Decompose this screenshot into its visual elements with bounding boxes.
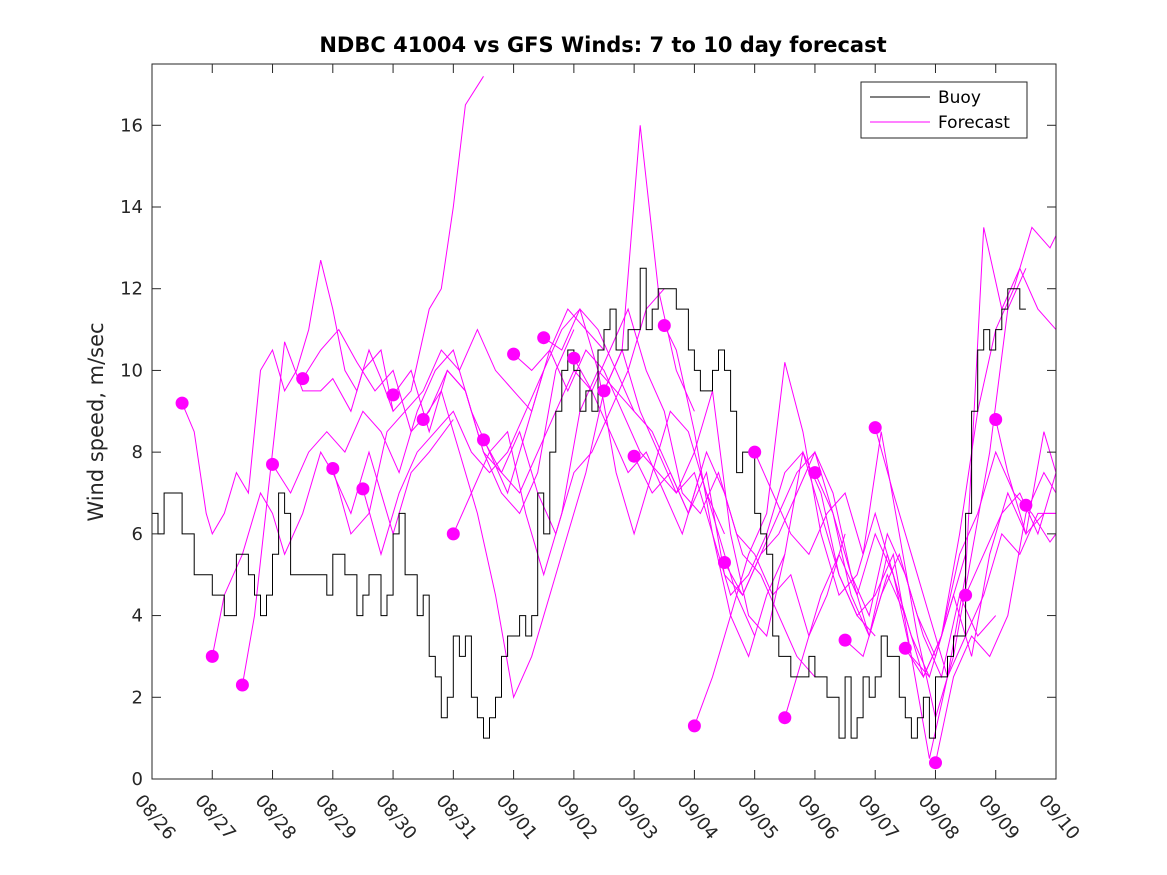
forecast-marker <box>657 319 671 332</box>
forecast-marker <box>597 384 611 398</box>
legend-box <box>860 81 1028 139</box>
forecast-marker <box>718 556 731 569</box>
y-tick-label: 2 <box>132 687 143 708</box>
forecast-line-7 <box>362 308 635 557</box>
forecast-line-28 <box>995 419 1056 535</box>
y-tick-label: 16 <box>120 115 143 136</box>
forecast-marker <box>929 756 942 770</box>
y-tick-label: 4 <box>132 606 143 627</box>
forecast-marker <box>446 527 460 541</box>
y-tick-label: 0 <box>132 769 143 790</box>
forecast-line-12 <box>513 349 786 638</box>
y-tick-label: 6 <box>132 524 143 545</box>
forecast-line-3 <box>241 76 484 686</box>
forecast-line-8 <box>392 288 665 536</box>
forecast-marker <box>808 466 822 480</box>
forecast-line-14 <box>573 307 846 638</box>
forecast-line-2 <box>211 419 454 657</box>
forecast-line-26 <box>935 471 1056 763</box>
forecast-marker <box>507 347 521 361</box>
forecast-line-25 <box>904 450 1056 678</box>
legend-buoy-label: Buoy <box>938 88 981 108</box>
y-tick-label: 10 <box>120 360 143 381</box>
forecast-line-27 <box>965 472 1056 596</box>
forecast-marker <box>1019 498 1033 512</box>
forecast-marker <box>627 449 641 463</box>
axes-box <box>151 63 1057 780</box>
plot-series-group <box>152 76 1056 770</box>
forecast-line-17 <box>663 325 930 678</box>
forecast-marker <box>205 649 219 663</box>
forecast-marker <box>296 372 310 386</box>
forecast-line-19 <box>724 451 997 679</box>
forecast-line-6 <box>332 308 605 535</box>
forecast-marker <box>537 331 551 345</box>
forecast-marker <box>356 482 370 496</box>
forecast-marker <box>687 719 701 733</box>
forecast-marker <box>266 457 279 471</box>
forecast-marker <box>989 413 1003 426</box>
y-tick-label: 8 <box>132 442 143 463</box>
legend: Buoy Forecast <box>860 81 1028 139</box>
forecast-marker <box>838 633 852 647</box>
forecast-marker <box>175 396 189 410</box>
forecast-marker <box>235 678 249 692</box>
forecast-marker <box>868 421 882 435</box>
buoy-line <box>152 267 1026 739</box>
forecast-line-16 <box>633 450 906 638</box>
forecast-line-11 <box>483 369 756 637</box>
forecast-marker <box>959 588 973 602</box>
legend-forecast-label: Forecast <box>938 113 1010 133</box>
forecast-marker <box>416 413 430 426</box>
forecast-marker <box>477 433 490 447</box>
y-tick-label: 14 <box>120 197 143 218</box>
forecast-line-4 <box>272 348 545 495</box>
forecast-marker <box>898 641 912 655</box>
forecast-line-18 <box>693 362 967 727</box>
forecast-marker <box>386 388 400 402</box>
forecast-line-9 <box>422 125 695 700</box>
y-axis-label: Wind speed, m/sec <box>84 322 108 521</box>
forecast-marker <box>778 711 792 725</box>
forecast-marker <box>748 445 762 459</box>
forecast-marker <box>567 351 581 365</box>
forecast-marker <box>326 462 340 475</box>
chart-title: NDBC 41004 vs GFS Winds: 7 to 10 day for… <box>319 33 886 57</box>
forecast-line-5 <box>302 328 575 515</box>
y-tick-label: 12 <box>120 279 143 300</box>
